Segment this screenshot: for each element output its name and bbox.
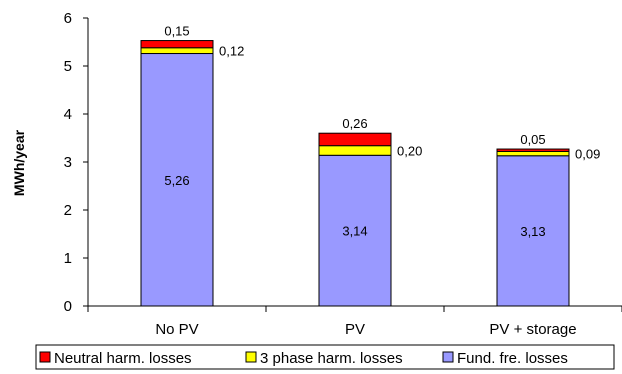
bars bbox=[140, 40, 570, 307]
bar-segment-3-phase-harm-losses bbox=[496, 150, 570, 157]
y-tick-label: 0 bbox=[64, 298, 72, 315]
bar-segment-3-phase-harm-losses bbox=[140, 47, 214, 55]
y-tick-label: 1 bbox=[64, 250, 72, 267]
y-tick-label: 4 bbox=[64, 106, 72, 123]
bar-segment-fund-fre-losses bbox=[318, 154, 392, 307]
x-category-label: PV + storage bbox=[489, 321, 576, 338]
legend-swatch-neutral-harm-losses bbox=[39, 351, 51, 363]
y-tick-label: 2 bbox=[64, 202, 72, 219]
bar-segment-neutral-harm-losses bbox=[496, 148, 570, 152]
data-label-3-phase-harm-losses: 0,20 bbox=[397, 143, 422, 158]
data-label-fund-fre-losses: 5,26 bbox=[164, 173, 189, 188]
data-label-neutral-harm-losses: 0,26 bbox=[342, 116, 367, 131]
bar-segment-fund-fre-losses bbox=[140, 53, 214, 307]
y-axis-label: MWh/year bbox=[11, 129, 27, 196]
y-axis-ticks: 0 1 2 3 4 5 6 bbox=[64, 10, 88, 315]
data-label-3-phase-harm-losses: 0,09 bbox=[575, 147, 600, 162]
legend-label-3-phase-harm-losses: 3 phase harm. losses bbox=[260, 350, 403, 367]
legend: Neutral harm. losses 3 phase harm. losses… bbox=[35, 344, 615, 370]
x-category-label: PV bbox=[345, 321, 365, 338]
legend-swatch-fund-fre-losses bbox=[442, 351, 454, 363]
legend-label-neutral-harm-losses: Neutral harm. losses bbox=[54, 350, 192, 367]
data-label-3-phase-harm-losses: 0,12 bbox=[219, 44, 244, 59]
legend-swatch-3-phase-harm-losses bbox=[245, 351, 257, 363]
bar-segment-3-phase-harm-losses bbox=[318, 145, 392, 156]
data-label-neutral-harm-losses: 0,05 bbox=[520, 132, 545, 147]
legend-box bbox=[35, 344, 615, 370]
x-axis-categories: No PV PV PV + storage bbox=[155, 321, 576, 338]
data-label-neutral-harm-losses: 0,15 bbox=[164, 24, 189, 39]
data-labels: 5,26 0,12 0,15 3,14 0,20 0,26 3,13 0,09 0,05 bbox=[164, 24, 600, 239]
data-label-fund-fre-losses: 3,14 bbox=[342, 224, 367, 239]
y-tick-label: 5 bbox=[64, 58, 72, 75]
data-label-fund-fre-losses: 3,13 bbox=[520, 224, 545, 239]
x-category-label: No PV bbox=[155, 321, 198, 338]
bar-segment-neutral-harm-losses bbox=[140, 40, 214, 49]
bar-segment-neutral-harm-losses bbox=[318, 132, 392, 147]
y-tick-label: 3 bbox=[64, 154, 72, 171]
y-tick-label: 6 bbox=[64, 10, 72, 27]
legend-label-fund-fre-losses: Fund. fre. losses bbox=[457, 350, 568, 367]
